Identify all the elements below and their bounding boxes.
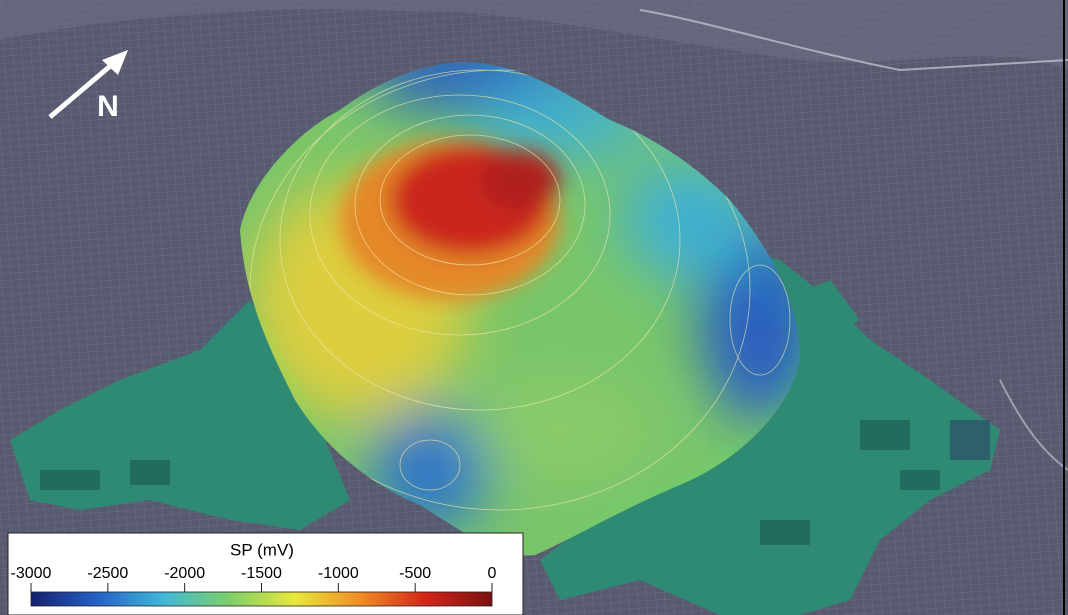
tick-label: -500 — [399, 565, 431, 582]
arrow-head — [102, 50, 128, 75]
north-label: N — [97, 90, 119, 123]
tick-label: -1500 — [241, 565, 282, 582]
tick-label: -2000 — [164, 565, 205, 582]
tick-label: -1000 — [318, 565, 359, 582]
tick-label: -3000 — [11, 565, 52, 582]
tick-label: 0 — [488, 565, 497, 582]
colorbar: SP (mV) -3000 -2500 -2000 -1500 -1000 -500 0 — [7, 532, 524, 615]
colorbar-title: SP (mV) — [230, 540, 294, 559]
arrow-shaft — [48, 60, 117, 119]
ridge-line — [999, 379, 1068, 471]
ridge — [0, 0, 1068, 70]
tick-label: -2500 — [87, 565, 128, 582]
colorbar-ramp — [30, 591, 493, 607]
block-shadow — [40, 420, 990, 545]
north-arrow: N — [48, 50, 128, 123]
ridge-line — [639, 9, 1068, 72]
